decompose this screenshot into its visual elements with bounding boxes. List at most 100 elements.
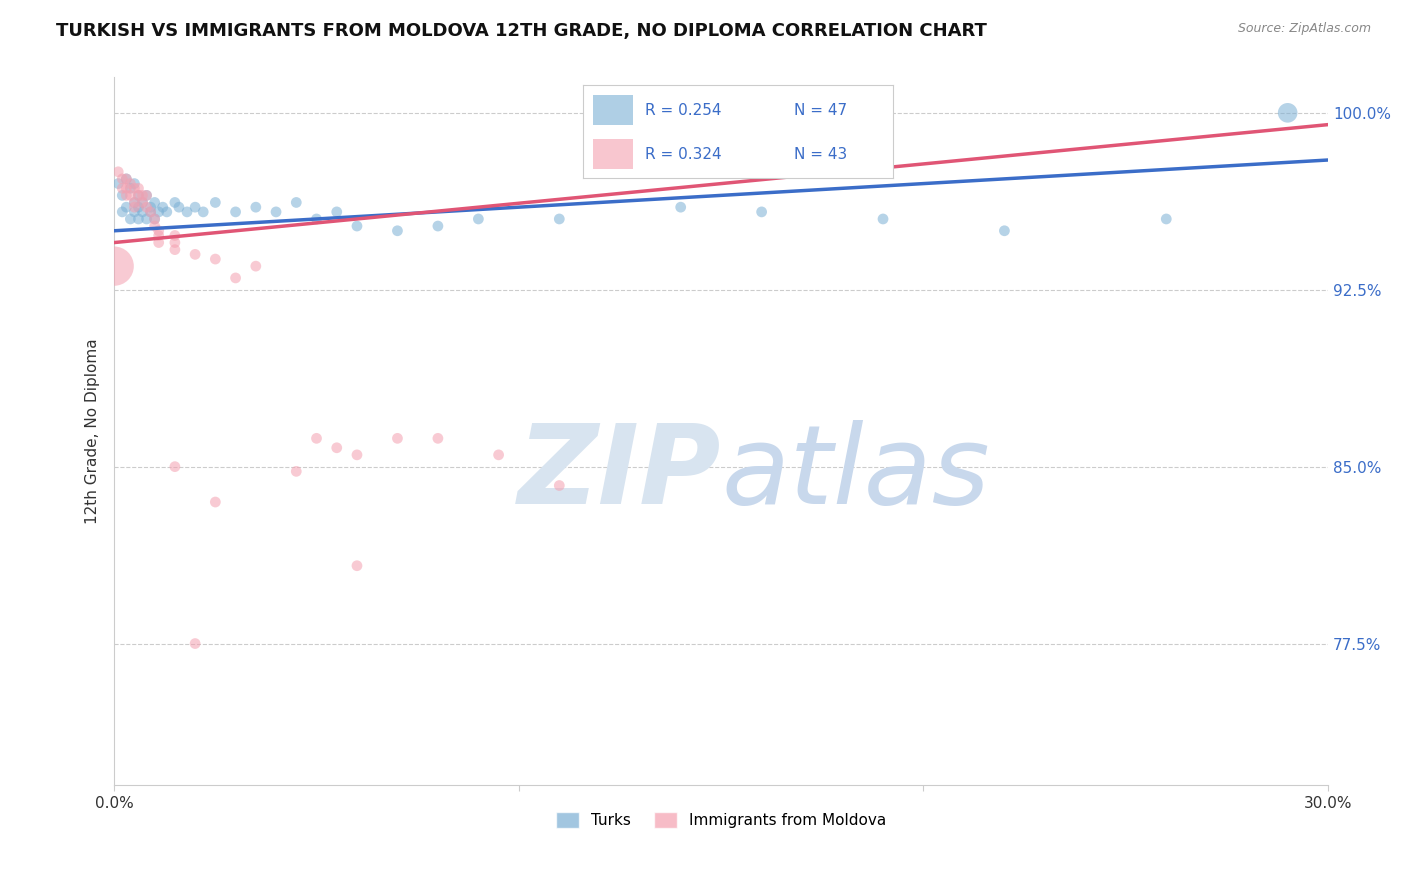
- Point: [135, 188, 157, 202]
- Point: [176, 205, 198, 219]
- Point: [305, 211, 328, 226]
- Point: [426, 431, 449, 445]
- Point: [346, 448, 368, 462]
- Point: [1156, 211, 1178, 226]
- Point: [127, 211, 149, 226]
- Point: [148, 228, 170, 243]
- Point: [548, 211, 571, 226]
- Point: [872, 211, 894, 226]
- Text: ZIP: ZIP: [517, 420, 721, 527]
- Point: [131, 188, 153, 202]
- Point: [346, 219, 368, 233]
- Point: [124, 205, 146, 219]
- Point: [135, 188, 157, 202]
- Point: [184, 636, 207, 650]
- Point: [167, 200, 190, 214]
- Point: [245, 259, 267, 273]
- Point: [124, 195, 146, 210]
- Point: [264, 205, 287, 219]
- Point: [326, 205, 349, 219]
- Point: [139, 205, 162, 219]
- Point: [193, 205, 215, 219]
- Point: [548, 478, 571, 492]
- Point: [103, 259, 125, 273]
- Point: [127, 188, 149, 202]
- Point: [426, 219, 449, 233]
- Point: [225, 205, 247, 219]
- Point: [115, 172, 138, 186]
- Point: [135, 200, 157, 214]
- Point: [120, 211, 142, 226]
- Point: [152, 200, 174, 214]
- Point: [139, 200, 162, 214]
- Point: [305, 431, 328, 445]
- Point: [346, 558, 368, 573]
- Point: [204, 495, 226, 509]
- Point: [143, 195, 166, 210]
- Point: [285, 195, 308, 210]
- Point: [115, 188, 138, 202]
- Point: [225, 271, 247, 285]
- Point: [488, 448, 510, 462]
- Point: [387, 224, 409, 238]
- Point: [143, 211, 166, 226]
- Point: [184, 247, 207, 261]
- Point: [148, 205, 170, 219]
- Text: atlas: atlas: [721, 420, 990, 527]
- Point: [993, 224, 1015, 238]
- Text: Source: ZipAtlas.com: Source: ZipAtlas.com: [1237, 22, 1371, 36]
- Point: [107, 165, 129, 179]
- Point: [156, 205, 179, 219]
- Point: [115, 200, 138, 214]
- Point: [751, 205, 773, 219]
- Point: [124, 181, 146, 195]
- Point: [148, 224, 170, 238]
- Point: [204, 195, 226, 210]
- Point: [127, 188, 149, 202]
- Point: [120, 181, 142, 195]
- Text: N = 43: N = 43: [794, 146, 846, 161]
- Point: [131, 195, 153, 210]
- Text: R = 0.324: R = 0.324: [645, 146, 721, 161]
- Point: [115, 172, 138, 186]
- Y-axis label: 12th Grade, No Diploma: 12th Grade, No Diploma: [86, 338, 100, 524]
- Point: [163, 459, 186, 474]
- Point: [120, 177, 142, 191]
- Point: [467, 211, 489, 226]
- Point: [245, 200, 267, 214]
- Point: [111, 205, 134, 219]
- Point: [1277, 105, 1299, 120]
- Legend: Turks, Immigrants from Moldova: Turks, Immigrants from Moldova: [550, 805, 893, 834]
- Point: [326, 441, 349, 455]
- Point: [139, 205, 162, 219]
- Point: [148, 235, 170, 250]
- Point: [143, 219, 166, 233]
- Point: [669, 200, 692, 214]
- Point: [111, 181, 134, 195]
- Point: [124, 200, 146, 214]
- Point: [111, 172, 134, 186]
- Text: R = 0.254: R = 0.254: [645, 103, 721, 118]
- Point: [111, 188, 134, 202]
- Point: [387, 431, 409, 445]
- Point: [124, 195, 146, 210]
- Point: [115, 181, 138, 195]
- FancyBboxPatch shape: [593, 95, 633, 125]
- Point: [127, 200, 149, 214]
- Text: N = 47: N = 47: [794, 103, 846, 118]
- Point: [127, 181, 149, 195]
- Point: [107, 177, 129, 191]
- Point: [163, 195, 186, 210]
- Point: [143, 211, 166, 226]
- Point: [163, 235, 186, 250]
- Text: TURKISH VS IMMIGRANTS FROM MOLDOVA 12TH GRADE, NO DIPLOMA CORRELATION CHART: TURKISH VS IMMIGRANTS FROM MOLDOVA 12TH …: [56, 22, 987, 40]
- Point: [204, 252, 226, 266]
- Point: [131, 205, 153, 219]
- Point: [131, 195, 153, 210]
- Point: [120, 188, 142, 202]
- Point: [184, 200, 207, 214]
- Point: [135, 211, 157, 226]
- Point: [285, 464, 308, 478]
- Point: [163, 243, 186, 257]
- FancyBboxPatch shape: [593, 139, 633, 169]
